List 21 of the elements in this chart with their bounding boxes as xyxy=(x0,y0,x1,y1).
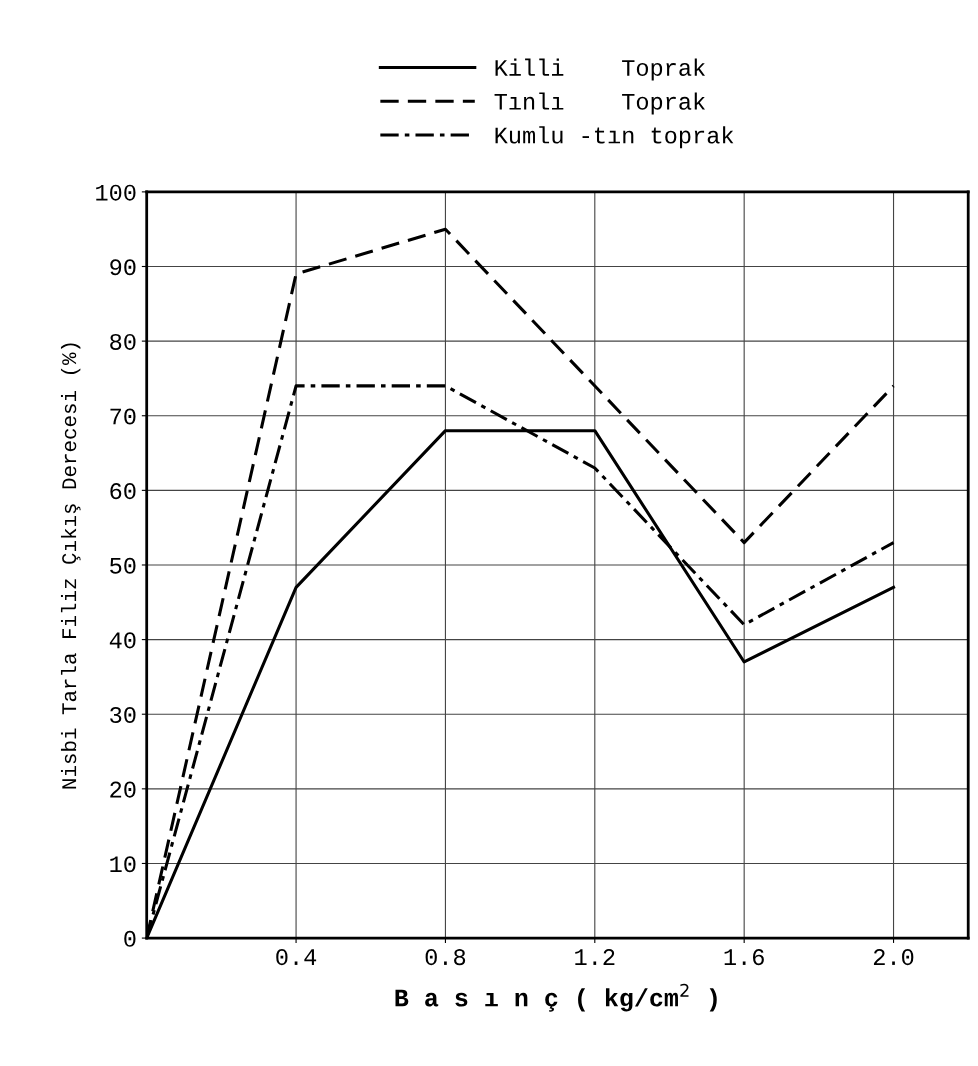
y-tick-label: 50 xyxy=(110,557,136,574)
legend-label: Killi Toprak xyxy=(495,58,706,81)
y-tick-label: 40 xyxy=(109,632,136,649)
y-tick-label: 20 xyxy=(110,781,136,798)
x-tick-label: 2.0 xyxy=(873,949,914,966)
y-axis-title: Nisbi Tarla Filiz Çıkış Derecesi (%) xyxy=(60,343,81,789)
x-tick-label: 1.6 xyxy=(724,949,764,966)
y-tick-label: 60 xyxy=(110,483,136,500)
y-tick-label: 90 xyxy=(110,259,136,276)
y-tick-label: 30 xyxy=(110,706,136,724)
legend-label: Tınlı Toprak xyxy=(494,92,706,115)
legend-label: Kumlu -tın toprak xyxy=(495,126,734,149)
y-tick-label: 10 xyxy=(110,856,136,873)
x-tick-label: 0.4 xyxy=(276,949,317,966)
x-tick-label: 0.8 xyxy=(425,949,466,966)
y-tick-label: 80 xyxy=(110,333,136,350)
y-tick-label: 70 xyxy=(110,408,136,425)
text: B a s ı n ç ( kg/cm$^{2}$ ) xyxy=(395,983,717,1012)
y-tick-label: 100 xyxy=(96,184,136,201)
x-tick-label: 1.2 xyxy=(575,949,615,965)
y-tick-label: 0 xyxy=(124,930,136,947)
